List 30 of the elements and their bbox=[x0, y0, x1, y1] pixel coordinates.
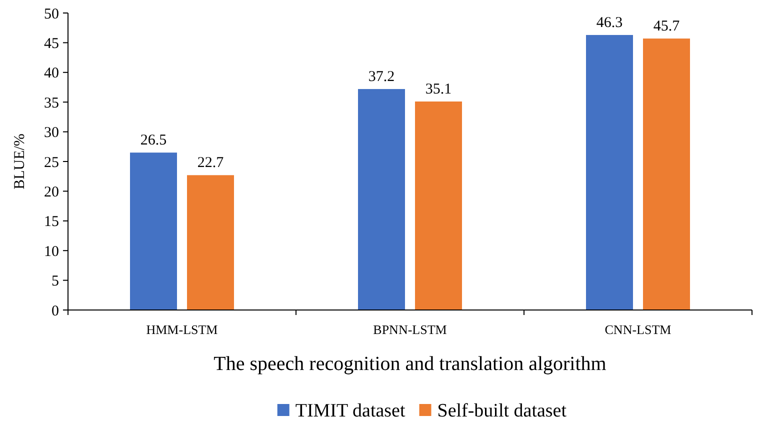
legend-label: TIMIT dataset bbox=[295, 400, 406, 422]
y-axis-title: BLUE/% bbox=[12, 134, 28, 190]
legend-label: Self-built dataset bbox=[437, 400, 568, 422]
y-tick-label: 50 bbox=[44, 6, 59, 22]
data-label: 46.3 bbox=[596, 14, 623, 31]
y-tick-label: 0 bbox=[52, 303, 59, 320]
y-tick-label: 40 bbox=[44, 66, 59, 82]
x-tick-label: CNN-LSTM bbox=[604, 322, 672, 337]
y-tick-label: 5 bbox=[52, 274, 59, 290]
x-tick-label: HMM-LSTM bbox=[146, 322, 218, 337]
bar bbox=[415, 102, 462, 310]
data-label: 37.2 bbox=[368, 69, 395, 86]
y-tick-label: 10 bbox=[44, 244, 59, 260]
x-tick-label: BPNN-LSTM bbox=[373, 322, 448, 337]
data-label: 26.5 bbox=[140, 132, 167, 149]
bar bbox=[130, 152, 177, 310]
data-label: 35.1 bbox=[425, 82, 452, 98]
y-tick-label: 20 bbox=[44, 184, 59, 200]
y-tick-label: 45 bbox=[44, 36, 59, 52]
bar bbox=[586, 34, 633, 310]
x-axis-title: The speech recognition and translation algorithm bbox=[214, 353, 607, 375]
y-tick-label: 35 bbox=[44, 95, 59, 112]
data-label: 45.7 bbox=[653, 18, 680, 35]
bar bbox=[643, 38, 690, 310]
y-tick-label: 25 bbox=[44, 154, 59, 171]
bar bbox=[187, 175, 234, 310]
bar bbox=[358, 89, 405, 310]
data-label: 22.7 bbox=[197, 155, 224, 172]
y-tick-label: 15 bbox=[44, 214, 59, 230]
y-tick-label: 30 bbox=[44, 125, 59, 142]
